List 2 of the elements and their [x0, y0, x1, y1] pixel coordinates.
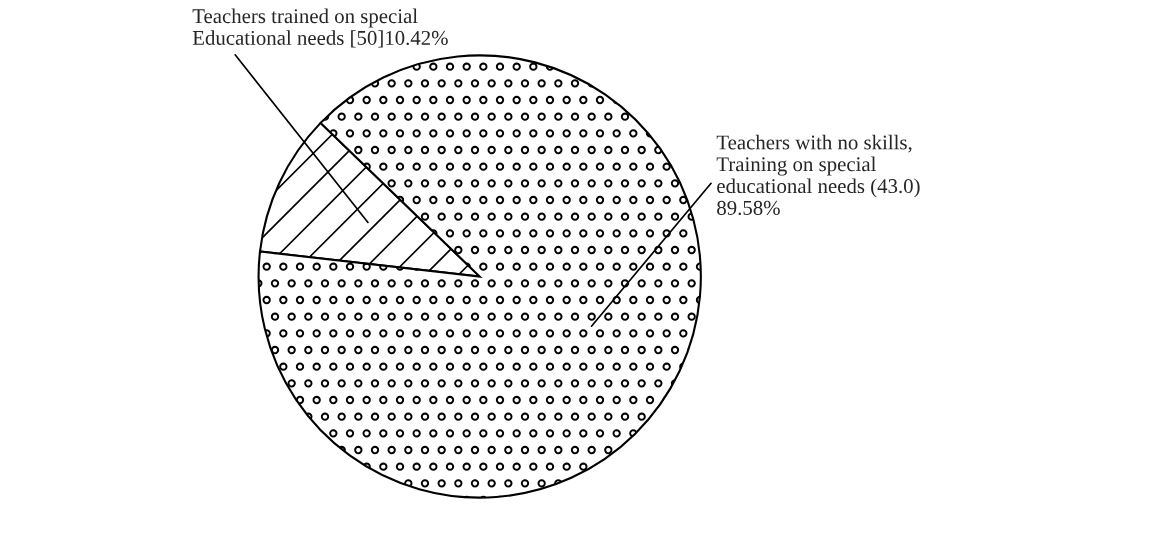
slice-label: Teachers with no skills, Training on special educational needs (43.0) 89.58%	[716, 134, 920, 215]
slice-label: Teachers trained on special Educational needs [50]10.42%	[192, 8, 448, 48]
